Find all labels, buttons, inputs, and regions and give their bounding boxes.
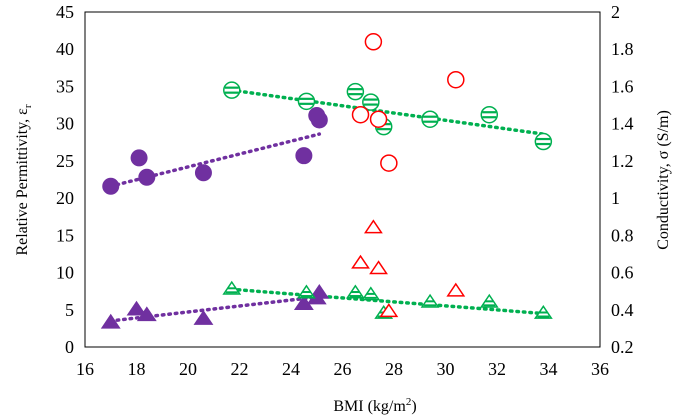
x-tick-label: 28	[385, 359, 403, 379]
data-point-triangle	[222, 280, 242, 295]
data-point-triangle	[479, 293, 499, 308]
data-point-circle	[346, 82, 365, 101]
y-right-tick-label: 1	[611, 188, 620, 208]
x-tick-label: 24	[282, 359, 300, 379]
data-point-triangle	[126, 300, 147, 316]
marker-outline	[346, 82, 365, 101]
y-left-tick-label: 40	[56, 39, 74, 59]
y-left-axis-title-main: Relative Permittivity, ε	[14, 108, 31, 256]
data-point-circle	[223, 81, 241, 99]
marker-outline	[480, 105, 499, 124]
y-left-tick-label: 30	[56, 114, 74, 134]
data-point-triangle	[361, 286, 381, 301]
marker-outline	[362, 93, 380, 111]
data-point-circle	[130, 149, 148, 167]
y-right-axis-title: Conductivity, σ (S/m)	[655, 110, 672, 250]
x-tick-labels: 16 18 20 22 24 26 28 30 32 34 36	[76, 359, 609, 379]
data-point-circle	[480, 105, 499, 124]
trendline	[230, 88, 546, 136]
data-point-circle	[310, 111, 328, 129]
x-tick-label: 36	[591, 359, 609, 379]
y-left-tick-label: 5	[65, 300, 74, 320]
x-tick-label: 34	[540, 359, 558, 379]
data-markers	[100, 33, 553, 329]
y-left-tick-label: 10	[56, 263, 74, 283]
x-tick-label: 22	[231, 359, 249, 379]
y-right-tick-label: 0.6	[611, 263, 634, 283]
y-left-tick-labels: 0 5 10 15 20 25 30 35 40 45	[56, 2, 74, 357]
axis-titles: BMI (kg/m2) Relative Permittivity, εr Co…	[14, 104, 672, 415]
y-left-axis-title: Relative Permittivity, εr	[14, 104, 34, 255]
y-right-tick-label: 0.2	[611, 337, 634, 357]
data-point-circle	[369, 110, 388, 128]
data-point-circle	[102, 177, 120, 195]
data-point-triangle	[379, 303, 399, 318]
data-point-triangle	[309, 284, 330, 299]
trendline	[230, 287, 546, 316]
data-point-circle	[362, 93, 380, 111]
x-tick-label: 16	[76, 359, 94, 379]
axes	[84, 11, 601, 348]
data-point-circle	[380, 154, 398, 172]
y-right-tick-label: 1.8	[611, 39, 634, 59]
data-point-circle	[297, 92, 316, 111]
marker-outline	[421, 110, 439, 128]
y-right-tick-label: 0.4	[611, 300, 634, 320]
data-point-circle	[295, 147, 313, 165]
y-right-tick-labels: 0.2 0.4 0.6 0.8 1 1.2 1.4 1.6 1.8 2	[611, 2, 634, 357]
marker-outline	[223, 81, 241, 99]
x-tick-label: 30	[437, 359, 455, 379]
x-axis-title-superscript: 2	[406, 396, 412, 408]
y-right-tick-label: 1.6	[611, 76, 634, 96]
data-point-circle	[194, 164, 212, 182]
x-tick-label: 18	[128, 359, 146, 379]
marker-outline	[297, 92, 316, 111]
trendlines	[109, 88, 546, 323]
x-tick-label: 26	[334, 359, 352, 379]
marker-outline	[534, 132, 553, 151]
data-point-triangle	[363, 219, 383, 234]
data-point-triangle	[446, 282, 466, 297]
data-point-triangle	[351, 254, 370, 269]
y-left-tick-label: 20	[56, 188, 74, 208]
x-axis-title-main: BMI (kg/m	[333, 398, 406, 415]
data-point-triangle	[420, 293, 440, 308]
data-point-circle	[447, 70, 465, 89]
y-left-tick-label: 45	[56, 2, 74, 22]
data-point-triangle	[369, 260, 388, 275]
x-axis-title: BMI (kg/m2)	[333, 396, 416, 415]
data-point-circle	[351, 105, 370, 124]
y-left-tick-label: 0	[65, 337, 74, 357]
data-point-triangle	[193, 310, 214, 325]
data-point-triangle	[136, 306, 157, 322]
data-point-triangle	[345, 284, 365, 299]
x-tick-label: 20	[179, 359, 197, 379]
y-right-tick-label: 1.4	[611, 114, 634, 134]
y-right-tick-label: 2	[611, 2, 620, 22]
x-tick-label: 32	[488, 359, 506, 379]
data-point-circle	[534, 132, 553, 151]
y-left-tick-label: 35	[56, 76, 74, 96]
y-right-tick-label: 0.8	[611, 225, 634, 245]
plot-frame	[84, 11, 601, 348]
y-left-axis-title-subscript: r	[22, 104, 34, 108]
data-point-circle	[421, 110, 439, 128]
data-point-triangle	[297, 284, 316, 299]
data-point-triangle	[100, 313, 121, 329]
data-point-triangle	[533, 304, 553, 319]
y-left-tick-label: 25	[56, 151, 74, 171]
y-right-tick-label: 1.2	[611, 151, 634, 171]
x-axis-title-end: )	[411, 398, 416, 415]
data-point-circle	[138, 168, 156, 186]
y-left-tick-label: 15	[56, 225, 74, 245]
data-point-circle	[364, 33, 383, 51]
